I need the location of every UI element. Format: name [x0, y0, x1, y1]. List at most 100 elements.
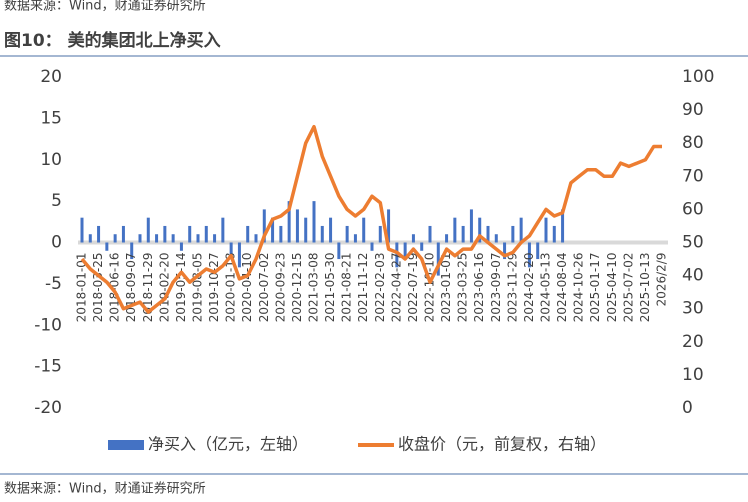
x-tick-label: 2019-05-14 [174, 253, 188, 323]
bar [453, 217, 457, 243]
bar [204, 225, 208, 243]
x-tick-label: 2025-07-02 [621, 253, 635, 323]
bar [395, 242, 399, 268]
bar [188, 225, 192, 243]
x-tick-label: 2024-08-04 [555, 253, 569, 323]
x-tick-label: 2025-01-17 [588, 253, 602, 323]
bar [304, 217, 308, 243]
x-tick-label: 2023-03-25 [456, 252, 470, 322]
x-tick-label: 2020-01-18 [224, 253, 238, 323]
bar [287, 201, 291, 243]
bar [337, 242, 341, 260]
y2-tick-label: 50 [682, 233, 704, 253]
y2-tick-label: 40 [682, 266, 704, 286]
bar [478, 217, 482, 243]
x-tick-label: 2020-07-02 [257, 253, 271, 323]
bar [271, 217, 275, 243]
y-tick-label: -15 [34, 357, 62, 377]
y-tick-label: -10 [34, 315, 62, 335]
bar [436, 242, 440, 276]
bar [113, 234, 117, 243]
bar [511, 225, 515, 243]
y-tick-label: 10 [40, 150, 62, 170]
bar [428, 225, 432, 243]
bar [527, 242, 531, 268]
bar [155, 234, 159, 243]
x-tick-label: 2018-06-16 [108, 253, 122, 323]
x-tick-label: 2022-07-19 [406, 253, 420, 323]
x-tick-label: 2018-09-07 [124, 253, 138, 323]
x-tick-label: 2021-11-12 [356, 253, 370, 323]
x-tick-label: 2023-09-07 [489, 253, 503, 323]
bar [237, 242, 241, 268]
x-tick-label: 2019-02-20 [157, 253, 171, 323]
chart-title: 图10： 美的集团北上净买入 [4, 30, 221, 51]
source-top: 数据来源：Wind，财通证券研究所 [4, 0, 206, 14]
y2-tick-label: 70 [682, 166, 704, 186]
legend-label: 收盘价（元，前复权，右轴） [398, 435, 606, 454]
x-tick-label: 2018-03-25 [91, 253, 105, 323]
x-tick-label: 2023-01-01 [439, 252, 453, 322]
x-tick-label: 2022-04-27 [389, 253, 403, 323]
bar [312, 201, 316, 243]
bar [221, 217, 225, 243]
bar [262, 209, 266, 243]
bar [494, 234, 498, 243]
y-tick-label: 20 [40, 67, 62, 87]
bar [105, 242, 109, 251]
bar [486, 225, 490, 243]
x-tick-label: 2019-08-05 [191, 253, 205, 323]
y2-tick-label: 10 [682, 365, 704, 385]
y-tick-label: -5 [45, 274, 62, 294]
bar [254, 234, 258, 243]
y2-tick-label: 0 [682, 398, 693, 418]
bar [146, 217, 150, 243]
x-tick-label: 2021-03-08 [307, 253, 321, 323]
bar [320, 225, 324, 243]
bar [503, 242, 507, 260]
bar [420, 242, 424, 251]
x-tick-label: 2021-08-21 [340, 253, 354, 323]
x-tick-label: 2020-12-15 [290, 253, 304, 323]
y2-tick-label: 80 [682, 133, 704, 153]
y2-tick-label: 60 [682, 199, 704, 219]
x-tick-label: 2021-05-30 [323, 253, 337, 323]
source: 数据来源：Wind，财通证券研究所 [4, 481, 206, 497]
bar [370, 242, 374, 251]
bar [345, 225, 349, 243]
bar [552, 225, 556, 243]
bar [80, 217, 84, 243]
bar [411, 234, 415, 243]
x-tick-label: 2019-10-27 [207, 252, 221, 322]
x-tick-label: 2025-04-10 [605, 253, 619, 323]
bar [121, 225, 125, 243]
bar [362, 217, 366, 243]
bar [196, 234, 200, 243]
bar [329, 217, 333, 243]
x-tick-label: 2020-09-23 [273, 253, 287, 323]
line [80, 124, 662, 314]
bar [536, 242, 540, 260]
x-tick-label: 2025-10-13 [638, 253, 652, 323]
x-tick-label: 2022-02-03 [373, 253, 387, 323]
y-tick-label: -20 [34, 398, 62, 418]
bar [246, 225, 250, 243]
bar [387, 209, 391, 243]
x-tick-label: 2024-10-26 [572, 253, 586, 323]
x-tick-label: 2026/2/9 [655, 253, 669, 307]
y2-tick-label: 100 [682, 67, 714, 87]
bar [544, 217, 548, 243]
bar [445, 234, 449, 243]
x-tick-label: 2023-06-16 [472, 253, 486, 323]
bar [403, 242, 407, 260]
bar [97, 225, 101, 243]
bar [130, 242, 134, 260]
legend-swatch [108, 440, 144, 450]
bar [229, 242, 233, 260]
x-tick-label: 2024-02-20 [522, 253, 536, 323]
y2-tick-label: 30 [682, 299, 704, 319]
y2-tick-label: 90 [682, 100, 704, 120]
legend-label: 净买入（亿元，左轴） [148, 435, 308, 454]
bar [519, 217, 523, 243]
